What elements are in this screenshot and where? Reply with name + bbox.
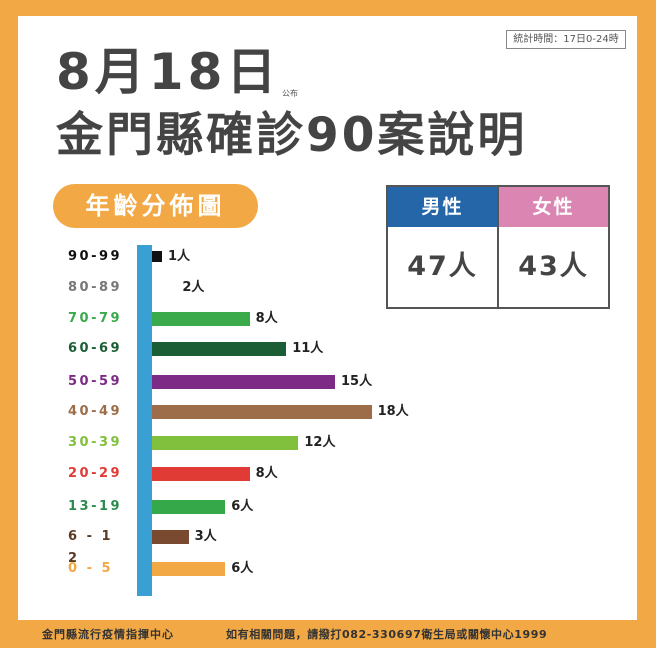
age-label: 60-69: [68, 341, 123, 356]
age-label: 20-29: [68, 466, 123, 481]
bar: [152, 405, 372, 419]
chart-axis: [137, 245, 152, 596]
value-label: 11人: [292, 341, 324, 356]
value-label: 18人: [377, 404, 409, 419]
age-label: 80-89: [68, 280, 123, 295]
value-label: 6人: [231, 561, 254, 576]
age-label: 90-99: [68, 249, 123, 264]
footer-contact: 如有相關問題，請撥打082-330697衛生局或關懷中心1999: [226, 628, 548, 641]
age-label: 40-49: [68, 404, 123, 419]
chart-row: 80-89 2人: [0, 277, 656, 299]
chart-row: 90-99 1人: [0, 246, 656, 268]
section-pill-age-distribution: 年齡分佈圖: [53, 184, 258, 228]
age-label: 50-59: [68, 374, 123, 389]
chart-row: 30-39 12人: [0, 432, 656, 454]
value-label: 8人: [255, 466, 278, 481]
female-count: 43人: [518, 251, 589, 282]
content-panel: [18, 16, 637, 620]
value-label: 3人: [194, 529, 217, 544]
age-label: 30-39: [68, 435, 123, 450]
published-note: 公布: [282, 89, 298, 98]
gender-male-column: 男性 47人: [388, 187, 497, 307]
age-label: 6 - 1 2: [68, 529, 114, 566]
chart-row: 60-69 11人: [0, 338, 656, 360]
chart-row: 20-29 8人: [0, 463, 656, 485]
value-label: 1人: [168, 249, 191, 264]
footer-org: 金門縣流行疫情指揮中心: [42, 628, 174, 641]
page-title: 金門縣確診90案說明: [56, 108, 528, 163]
date-title: 8月18日: [56, 43, 281, 101]
bar: [152, 530, 189, 544]
bar: [152, 312, 250, 326]
gender-female-column: 女性 43人: [497, 187, 608, 307]
value-label: 12人: [304, 435, 336, 450]
bar: [152, 436, 299, 450]
value-label: 15人: [341, 374, 373, 389]
chart-row: 0 - 5 6人: [0, 558, 656, 580]
bar: [152, 281, 177, 295]
value-label: 6人: [231, 499, 254, 514]
stat-time-box: 統計時間：17日0-24時: [506, 30, 626, 49]
age-label: 70-79: [68, 311, 123, 326]
bar: [152, 467, 250, 481]
chart-row: 70-79 8人: [0, 308, 656, 330]
male-header: 男性: [388, 187, 497, 227]
value-label: 2人: [182, 280, 205, 295]
bar: [152, 562, 226, 576]
bar: [152, 251, 162, 262]
bar: [152, 500, 226, 514]
female-header: 女性: [499, 187, 608, 227]
gender-table: 男性 47人 女性 43人: [386, 185, 610, 309]
value-label: 8人: [255, 311, 278, 326]
bar: [152, 342, 287, 356]
chart-row: 6 - 1 2 3人: [0, 526, 656, 566]
male-count: 47人: [407, 251, 478, 282]
bar: [152, 375, 335, 389]
chart-row: 13-19 6人: [0, 496, 656, 518]
chart-row: 50-59 15人: [0, 371, 656, 393]
age-label: 13-19: [68, 499, 123, 514]
chart-row: 40-49 18人: [0, 401, 656, 423]
age-label: 0 - 5: [68, 561, 114, 576]
